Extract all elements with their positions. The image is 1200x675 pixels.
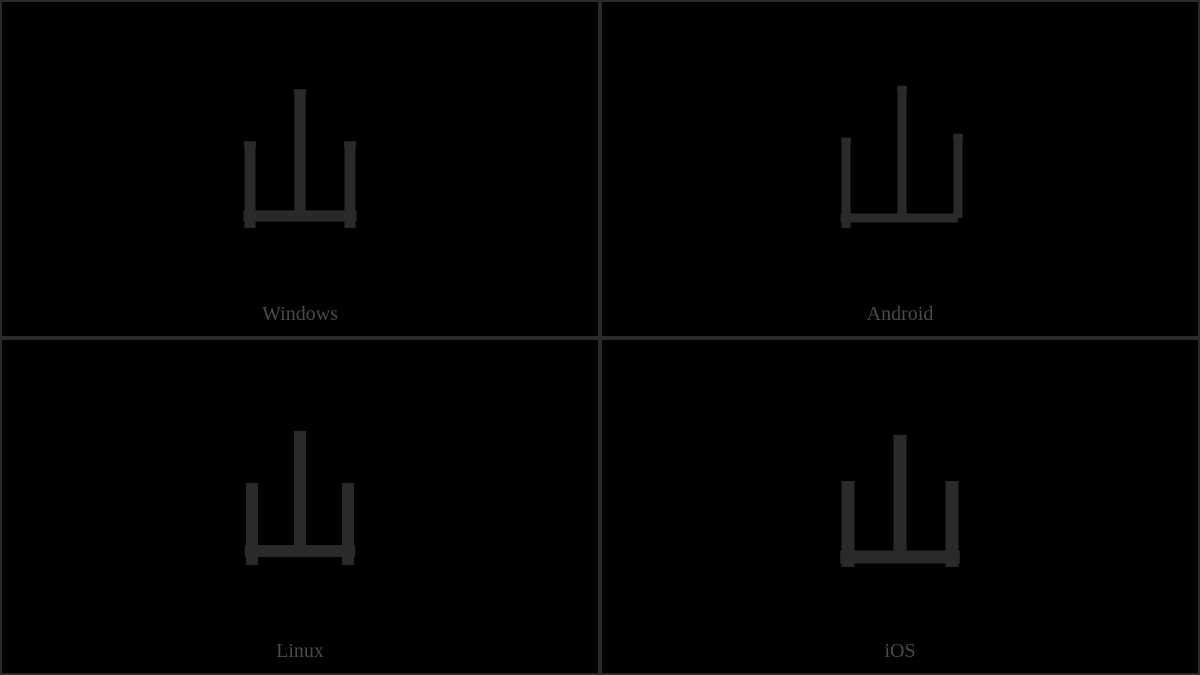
- glyph-windows: [210, 64, 390, 244]
- mountain-glyph-svg: [810, 64, 990, 244]
- cell-windows: Windows: [1, 1, 599, 337]
- glyph-ios: [810, 401, 990, 581]
- glyph-android: [810, 64, 990, 244]
- glyph-comparison-grid: Windows Android Linux iOS: [0, 0, 1200, 675]
- mountain-glyph-svg: [210, 401, 390, 581]
- platform-label: iOS: [884, 640, 915, 663]
- cell-android: Android: [601, 1, 1199, 337]
- cell-linux: Linux: [1, 339, 599, 675]
- cell-ios: iOS: [601, 339, 1199, 675]
- mountain-glyph-svg: [810, 401, 990, 581]
- mountain-glyph-svg: [210, 64, 390, 244]
- glyph-linux: [210, 401, 390, 581]
- platform-label: Linux: [276, 640, 324, 663]
- platform-label: Android: [867, 303, 934, 326]
- platform-label: Windows: [262, 303, 338, 326]
